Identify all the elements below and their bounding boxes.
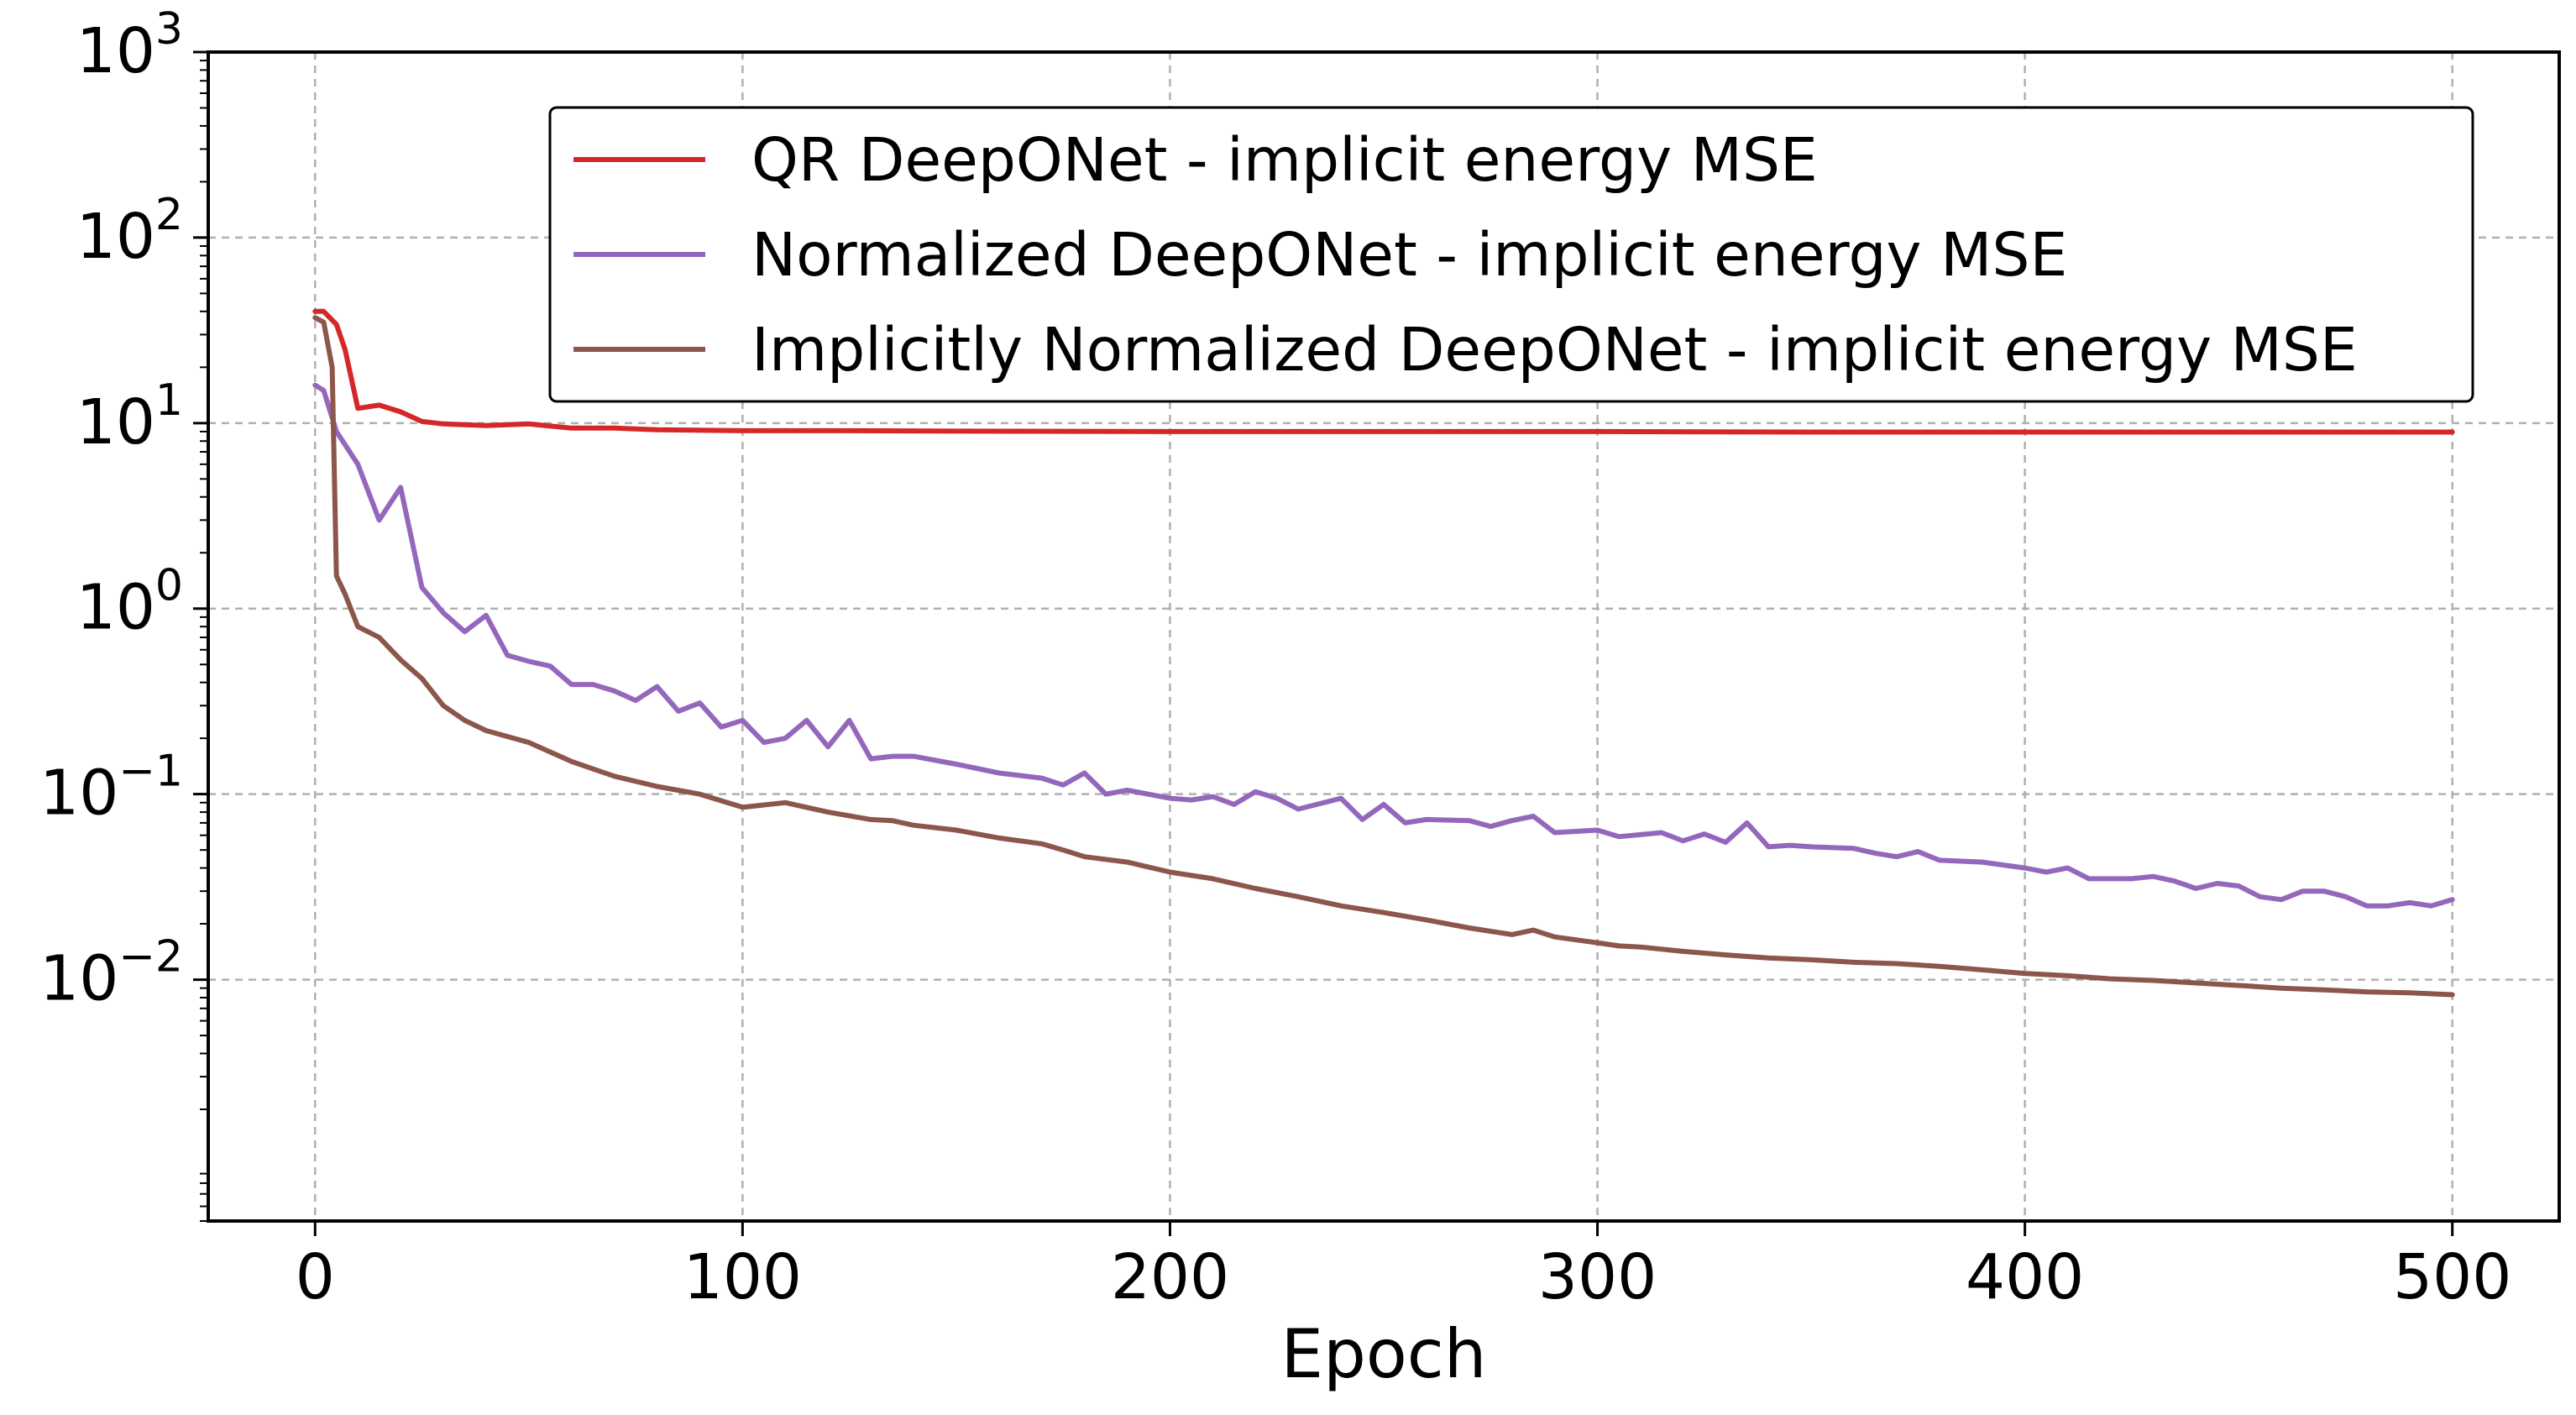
x-tick-label: 200 — [1111, 1241, 1229, 1313]
x-tick-label: 100 — [683, 1241, 802, 1313]
legend-label-3: Implicitly Normalized DeepONet - implici… — [751, 315, 2358, 385]
y-tick-label: 103 — [76, 4, 183, 87]
legend-items: QR DeepONet - implicit energy MSE Normali… — [573, 125, 2358, 385]
y-tick-label: 101 — [76, 375, 183, 459]
series-line-1 — [312, 308, 2455, 435]
x-tick-label: 500 — [2393, 1241, 2511, 1313]
series-line-3 — [312, 315, 2455, 998]
legend: QR DeepONet - implicit energy MSE Normali… — [548, 106, 2474, 403]
legend-label-2: Normalized DeepONet - implicit energy MS… — [751, 220, 2067, 290]
y-tick-label: 10−2 — [39, 932, 183, 1015]
y-tick-label: 100 — [76, 561, 183, 644]
y-tick-label: 102 — [76, 190, 183, 273]
x-tick-label: 300 — [1538, 1241, 1657, 1313]
axis-layer: 0 100 200 300 400 500 103 102 101 100 10−1 10−2 — [39, 4, 2511, 1313]
series-layer — [312, 308, 2455, 998]
x-tick-label: 400 — [1966, 1241, 2084, 1313]
legend-label-1: QR DeepONet - implicit energy MSE — [751, 125, 1818, 195]
series-line-2 — [312, 382, 2455, 909]
x-tick-label: 0 — [296, 1241, 335, 1313]
y-tick-label: 10−1 — [39, 747, 183, 830]
x-axis-title: Epoch — [1281, 1315, 1487, 1393]
legend-box — [548, 106, 2474, 403]
